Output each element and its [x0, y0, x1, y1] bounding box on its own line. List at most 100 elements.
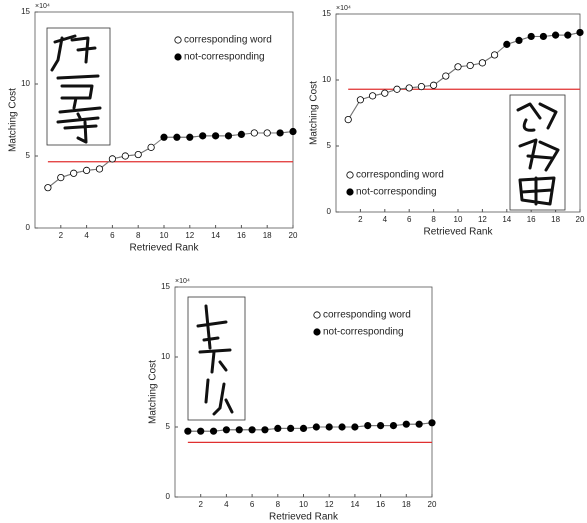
- legend-marker: [314, 329, 320, 335]
- point: [565, 32, 571, 38]
- y-axis-label: Matching Cost: [8, 88, 19, 152]
- point: [185, 428, 191, 434]
- y-tick-label: 5: [26, 151, 31, 160]
- point: [455, 64, 461, 70]
- point: [345, 116, 351, 122]
- point: [148, 144, 154, 150]
- point: [198, 428, 204, 434]
- point: [443, 73, 449, 79]
- x-tick-label: 14: [211, 231, 220, 240]
- x-tick-label: 20: [576, 215, 585, 224]
- x-tick-label: 12: [478, 215, 487, 224]
- point: [122, 153, 128, 159]
- x-tick-label: 10: [160, 231, 169, 240]
- point: [83, 167, 89, 173]
- y-tick-label: 10: [161, 352, 170, 361]
- x-tick-label: 10: [454, 215, 463, 224]
- x-tick-label: 18: [402, 500, 411, 509]
- legend-label: corresponding word: [323, 310, 411, 321]
- x-tick-label: 4: [84, 231, 89, 240]
- point: [300, 425, 306, 431]
- point: [377, 422, 383, 428]
- point: [135, 151, 141, 157]
- point: [174, 134, 180, 140]
- y-tick-label: 10: [21, 79, 30, 88]
- point: [339, 424, 345, 430]
- point: [540, 33, 546, 39]
- x-tick-label: 14: [502, 215, 511, 224]
- point: [326, 424, 332, 430]
- x-tick-label: 10: [299, 500, 308, 509]
- point: [429, 420, 435, 426]
- point: [58, 174, 64, 180]
- point: [212, 133, 218, 139]
- point: [225, 133, 231, 139]
- x-tick-label: 14: [350, 500, 359, 509]
- x-axis-label: Retrieved Rank: [130, 243, 200, 254]
- point: [416, 421, 422, 427]
- y-axis-label: Matching Cost: [309, 81, 320, 145]
- point: [210, 428, 216, 434]
- x-tick-label: 18: [263, 231, 272, 240]
- point: [504, 41, 510, 47]
- y-tick-label: 0: [26, 223, 31, 232]
- x-axis-label: Retrieved Rank: [269, 512, 339, 523]
- point: [313, 424, 319, 430]
- x-tick-label: 20: [289, 231, 298, 240]
- x-tick-label: 8: [136, 231, 141, 240]
- legend-label: not-corresponding: [356, 187, 437, 198]
- point: [552, 32, 558, 38]
- point: [357, 97, 363, 103]
- point: [96, 166, 102, 172]
- word-image: [188, 297, 245, 420]
- point: [251, 130, 257, 136]
- x-tick-label: 16: [376, 500, 385, 509]
- point: [109, 156, 115, 162]
- legend-label: corresponding word: [356, 170, 444, 181]
- legend-marker: [314, 312, 320, 318]
- point: [394, 86, 400, 92]
- legend-marker: [175, 54, 181, 60]
- point: [161, 134, 167, 140]
- x-tick-label: 8: [276, 500, 281, 509]
- y-multiplier: ×10⁴: [35, 3, 50, 10]
- point: [516, 37, 522, 43]
- legend-label: not-corresponding: [184, 52, 265, 63]
- x-tick-label: 16: [527, 215, 536, 224]
- point: [491, 52, 497, 58]
- point: [467, 62, 473, 68]
- y-tick-label: 0: [166, 492, 171, 501]
- legend-label: corresponding word: [184, 35, 272, 46]
- point: [403, 421, 409, 427]
- y-axis-label: Matching Cost: [148, 360, 159, 424]
- subplot: 2468101214161820051015×10⁴Retrieved Rank…: [8, 3, 298, 254]
- point: [200, 133, 206, 139]
- point: [369, 93, 375, 99]
- point: [45, 184, 51, 190]
- legend-marker: [347, 172, 353, 178]
- legend-marker: [175, 37, 181, 43]
- point: [390, 422, 396, 428]
- point: [418, 83, 424, 89]
- y-tick-label: 5: [166, 422, 171, 431]
- y-tick-label: 5: [327, 141, 332, 150]
- point: [287, 425, 293, 431]
- x-tick-label: 2: [198, 500, 203, 509]
- y-tick-label: 10: [322, 75, 331, 84]
- x-tick-label: 6: [407, 215, 412, 224]
- legend-label: not-corresponding: [323, 327, 404, 338]
- point: [479, 60, 485, 66]
- x-axis-label: Retrieved Rank: [424, 227, 494, 238]
- point: [236, 427, 242, 433]
- point: [365, 422, 371, 428]
- y-multiplier: ×10⁴: [336, 5, 351, 12]
- x-tick-label: 18: [551, 215, 560, 224]
- point: [187, 134, 193, 140]
- point: [249, 427, 255, 433]
- x-tick-label: 8: [431, 215, 436, 224]
- x-tick-label: 2: [358, 215, 363, 224]
- point: [290, 128, 296, 134]
- point: [264, 130, 270, 136]
